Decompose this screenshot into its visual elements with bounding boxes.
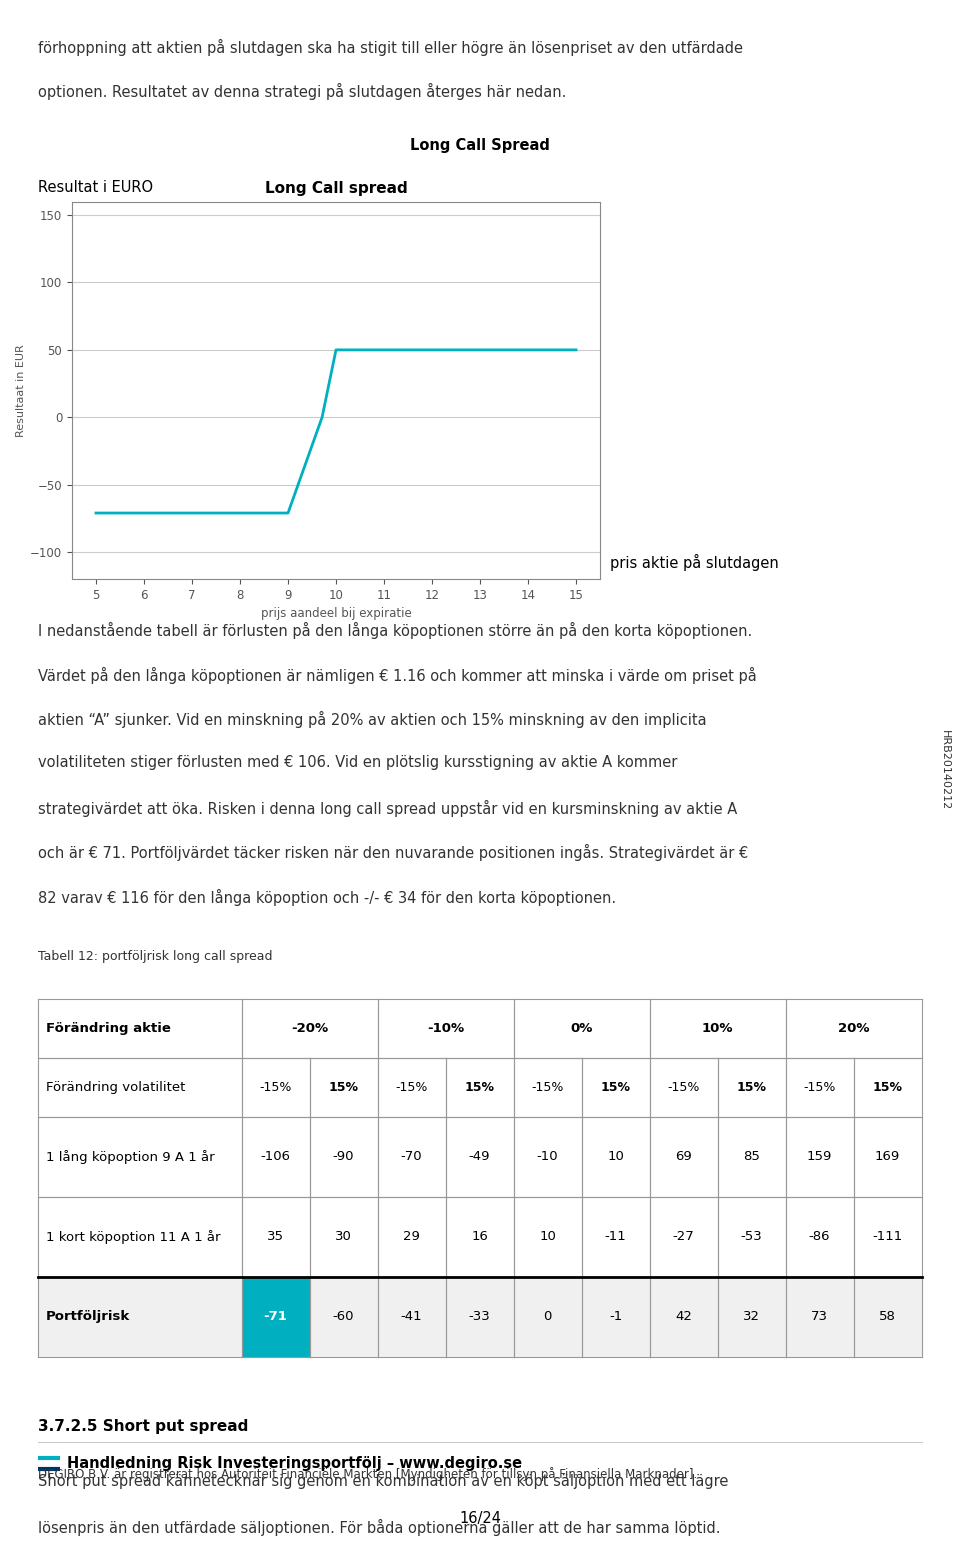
- Text: 30: 30: [335, 1230, 352, 1244]
- Text: -11: -11: [605, 1230, 627, 1244]
- Text: 85: 85: [743, 1150, 760, 1163]
- Text: 82 varav € 116 för den långa köpoption och -/- € 34 för den korta köpoptionen.: 82 varav € 116 för den långa köpoption o…: [38, 889, 616, 906]
- Text: och är € 71. Portföljvärdet täcker risken när den nuvarande positionen ingås. St: och är € 71. Portföljvärdet täcker riske…: [38, 844, 749, 861]
- Text: -1: -1: [609, 1310, 622, 1324]
- X-axis label: prijs aandeel bij expiratie: prijs aandeel bij expiratie: [260, 607, 412, 621]
- Text: 35: 35: [267, 1230, 284, 1244]
- Text: -90: -90: [333, 1150, 354, 1163]
- Text: 3.7.2.5 Short put spread: 3.7.2.5 Short put spread: [38, 1419, 249, 1433]
- Text: Förändring aktie: Förändring aktie: [46, 1022, 171, 1036]
- Bar: [582, 1277, 650, 1358]
- Text: -60: -60: [333, 1310, 354, 1324]
- Text: 1 kort köpoption 11 A 1 år: 1 kort köpoption 11 A 1 år: [46, 1230, 221, 1244]
- Text: Tabell 12: portföljrisk long call spread: Tabell 12: portföljrisk long call spread: [38, 949, 273, 963]
- Text: 10: 10: [540, 1230, 556, 1244]
- Text: 15%: 15%: [328, 1080, 358, 1094]
- Text: Long Call Spread: Long Call Spread: [410, 139, 550, 154]
- Text: lösenpris än den utfärdade säljoptionen. För båda optionerna gäller att de har s: lösenpris än den utfärdade säljoptionen.…: [38, 1518, 721, 1535]
- Text: -27: -27: [673, 1230, 694, 1244]
- Text: I nedanstående tabell är förlusten på den långa köpoptionen större än på den kor: I nedanstående tabell är förlusten på de…: [38, 623, 753, 640]
- Text: Handledning Risk Investeringsportfölj – www.degiro.se: Handledning Risk Investeringsportfölj – …: [67, 1456, 522, 1470]
- Text: Resultat i EURO: Resultat i EURO: [38, 180, 154, 196]
- Text: volatiliteten stiger förlusten med € 106. Vid en plötslig kursstigning av aktie : volatiliteten stiger förlusten med € 106…: [38, 755, 678, 770]
- Text: -111: -111: [873, 1230, 902, 1244]
- Text: 0: 0: [543, 1310, 552, 1324]
- Bar: [514, 1277, 582, 1358]
- Text: 15%: 15%: [736, 1080, 767, 1094]
- Text: -49: -49: [468, 1150, 491, 1163]
- Text: -15%: -15%: [396, 1080, 428, 1094]
- Text: strategivärdet att öka. Risken i denna long call spread uppstår vid en kursminsk: strategivärdet att öka. Risken i denna l…: [38, 800, 737, 817]
- Text: 169: 169: [875, 1150, 900, 1163]
- Y-axis label: Resultaat in EUR: Resultaat in EUR: [16, 344, 26, 436]
- Bar: [650, 1277, 717, 1358]
- Text: -71: -71: [264, 1310, 287, 1324]
- Text: -15%: -15%: [532, 1080, 564, 1094]
- Bar: [309, 1277, 377, 1358]
- Bar: [242, 1277, 309, 1358]
- Text: 10%: 10%: [702, 1022, 733, 1036]
- Text: 1 lång köpoption 9 A 1 år: 1 lång köpoption 9 A 1 år: [46, 1150, 215, 1163]
- Text: 42: 42: [675, 1310, 692, 1324]
- Text: -20%: -20%: [291, 1022, 328, 1036]
- Title: Long Call spread: Long Call spread: [265, 182, 407, 196]
- Text: 73: 73: [811, 1310, 828, 1324]
- Text: 0%: 0%: [570, 1022, 592, 1036]
- Text: 32: 32: [743, 1310, 760, 1324]
- Bar: [717, 1277, 785, 1358]
- Text: -41: -41: [400, 1310, 422, 1324]
- Text: aktien “A” sjunker. Vid en minskning på 20% av aktien och 15% minskning av den i: aktien “A” sjunker. Vid en minskning på …: [38, 710, 707, 727]
- Text: 58: 58: [879, 1310, 896, 1324]
- Text: -10%: -10%: [427, 1022, 464, 1036]
- Text: -15%: -15%: [667, 1080, 700, 1094]
- Text: -10: -10: [537, 1150, 559, 1163]
- Text: -15%: -15%: [804, 1080, 836, 1094]
- Text: förhoppning att aktien på slutdagen ska ha stigit till eller högre än lösenprise: förhoppning att aktien på slutdagen ska …: [38, 39, 743, 55]
- Text: 20%: 20%: [838, 1022, 870, 1036]
- Text: -33: -33: [468, 1310, 491, 1324]
- Text: DEGIRO B.V. är registrerat hos Autoriteit Financiële Markten [Myndigheten för ti: DEGIRO B.V. är registrerat hos Autoritei…: [38, 1467, 698, 1481]
- Bar: [377, 1277, 445, 1358]
- Bar: [38, 1277, 242, 1358]
- Bar: [785, 1277, 853, 1358]
- Text: 15%: 15%: [873, 1080, 902, 1094]
- Text: 29: 29: [403, 1230, 420, 1244]
- Text: 159: 159: [807, 1150, 832, 1163]
- Text: -70: -70: [400, 1150, 422, 1163]
- Text: 15%: 15%: [601, 1080, 631, 1094]
- Text: 69: 69: [675, 1150, 692, 1163]
- Bar: [853, 1277, 922, 1358]
- Text: 10: 10: [607, 1150, 624, 1163]
- Text: -106: -106: [260, 1150, 291, 1163]
- Bar: [445, 1277, 514, 1358]
- Text: -86: -86: [809, 1230, 830, 1244]
- Text: optionen. Resultatet av denna strategi på slutdagen återges här nedan.: optionen. Resultatet av denna strategi p…: [38, 83, 566, 100]
- Text: -15%: -15%: [259, 1080, 292, 1094]
- Text: -53: -53: [741, 1230, 762, 1244]
- Text: Portföljrisk: Portföljrisk: [46, 1310, 131, 1324]
- Text: pris aktie på slutdagen: pris aktie på slutdagen: [610, 555, 779, 572]
- Text: Värdet på den långa köpoptionen är nämligen € 1.16 och kommer att minska i värde: Värdet på den långa köpoptionen är nämli…: [38, 667, 757, 684]
- Text: Short put spread kännetecknar sig genom en kombination av en köpt säljoption med: Short put spread kännetecknar sig genom …: [38, 1475, 729, 1489]
- Text: Förändring volatilitet: Förändring volatilitet: [46, 1080, 185, 1094]
- Text: 16/24: 16/24: [459, 1510, 501, 1526]
- Text: HRB20140212: HRB20140212: [940, 730, 949, 811]
- Text: 15%: 15%: [465, 1080, 494, 1094]
- Text: 16: 16: [471, 1230, 488, 1244]
